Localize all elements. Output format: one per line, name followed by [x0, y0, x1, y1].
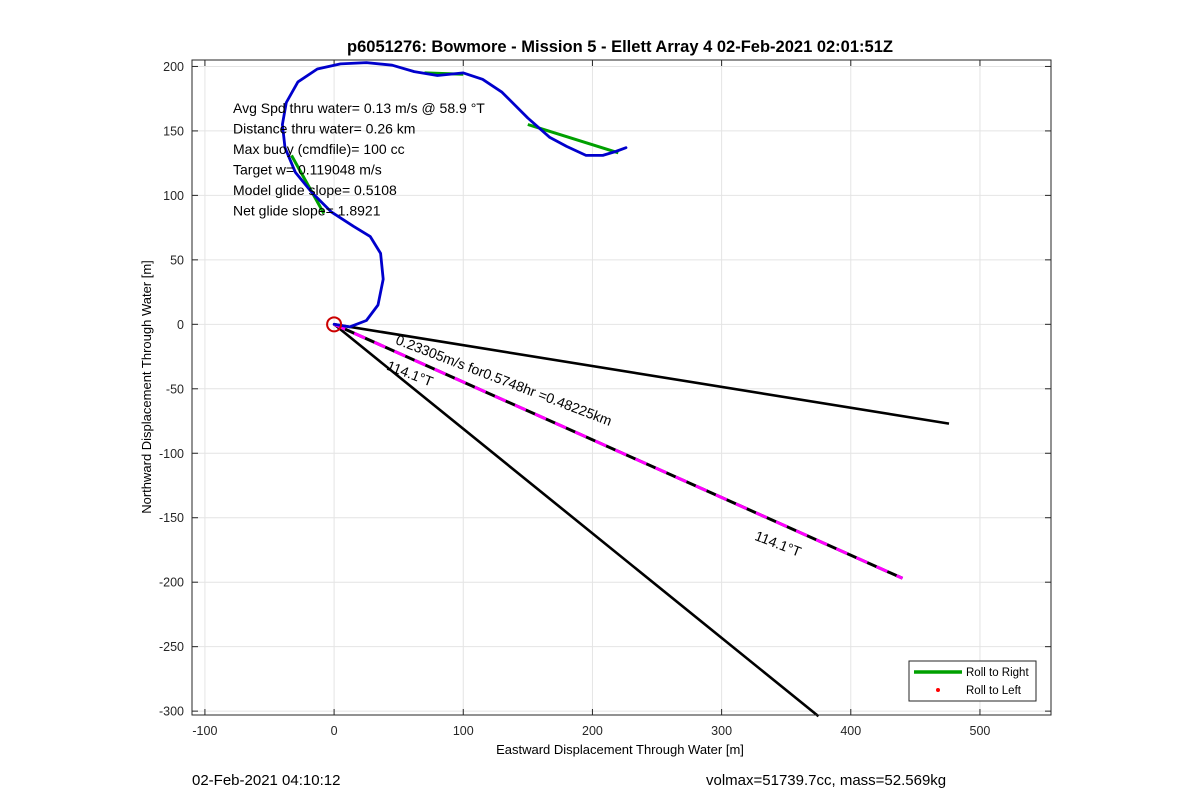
y-tick-label: -250	[159, 640, 184, 654]
heading-ray-line	[333, 323, 950, 425]
y-tick-label: 50	[170, 253, 184, 267]
roll-right-segment	[527, 123, 619, 155]
info-line: Max buoy (cmdfile)= 100 cc	[233, 141, 405, 157]
glider-track-line	[280, 61, 628, 329]
grid-lines	[192, 60, 1051, 715]
x-tick-label: 300	[711, 724, 732, 738]
plot-area	[192, 60, 1051, 715]
roll-right-segment	[290, 154, 326, 215]
y-tick-label: 100	[163, 189, 184, 203]
heading-ray-line	[333, 323, 820, 718]
footer-timestamp: 02-Feb-2021 04:10:12	[192, 772, 341, 789]
x-tick-label: -100	[192, 724, 217, 738]
legend-label: Roll to Left	[966, 685, 1022, 697]
depth-average-current-dash	[333, 322, 904, 580]
x-axis-label: Eastward Displacement Through Water [m]	[496, 742, 744, 757]
info-line: Model glide slope= 0.5108	[233, 182, 397, 198]
footer-vehicle-params: volmax=51739.7cc, mass=52.569kg	[706, 772, 947, 789]
legend: Roll to Right Roll to Left	[908, 660, 1037, 702]
y-tick-label: -150	[159, 511, 184, 525]
x-tick-label: 200	[582, 724, 603, 738]
plot-frame	[191, 59, 1052, 716]
data-layer	[280, 61, 950, 718]
x-tick-label: 500	[970, 724, 991, 738]
legend-dot-swatch	[936, 688, 940, 692]
axis-ticks: -100 0 100 200 300 400 500-300-250-200-150-100…	[159, 60, 1051, 738]
info-line: Net glide slope= 1.8921	[233, 203, 381, 219]
y-tick-label: -50	[166, 382, 184, 396]
info-line: Distance thru water= 0.26 km	[233, 121, 415, 137]
x-tick-label: 0	[331, 724, 338, 738]
y-tick-label: 0	[177, 318, 184, 332]
y-axis-label: Northward Displacement Through Water [m]	[139, 260, 154, 514]
y-tick-label: 200	[163, 60, 184, 74]
legend-label: Roll to Right	[966, 667, 1029, 679]
x-tick-label: 100	[453, 724, 474, 738]
info-line: Target w= 0.119048 m/s	[233, 162, 382, 178]
x-tick-label: 400	[840, 724, 861, 738]
chart-title: p6051276: Bowmore - Mission 5 - Ellett A…	[347, 38, 893, 56]
y-tick-label: -100	[159, 447, 184, 461]
info-line: Avg Spd thru water= 0.13 m/s @ 58.9 °T	[233, 100, 485, 116]
info-text-block: Avg Spd thru water= 0.13 m/s @ 58.9 °T Di…	[233, 100, 485, 219]
start-position-marker	[326, 316, 343, 333]
y-tick-label: -300	[159, 705, 184, 719]
y-tick-label: 150	[163, 124, 184, 138]
legend-box	[908, 660, 1037, 702]
y-tick-label: -200	[159, 576, 184, 590]
